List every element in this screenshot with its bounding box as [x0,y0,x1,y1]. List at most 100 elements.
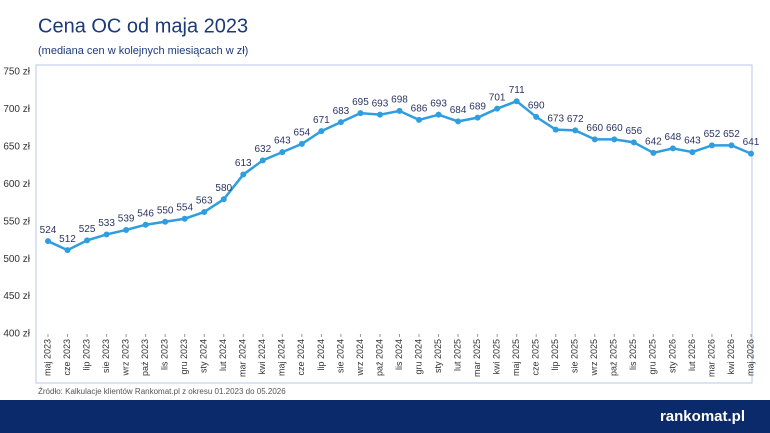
data-label: 672 [567,114,584,125]
x-tick-label: cze 2023 [62,339,72,376]
x-tick-label: maj 2025 [511,339,521,376]
data-label: 689 [469,101,486,112]
data-point [669,145,676,152]
data-point [220,196,227,203]
data-point [611,136,618,143]
data-point [318,128,325,135]
y-tick-label: 650 zł [3,141,30,152]
data-point [513,98,520,105]
data-label: 524 [40,225,57,236]
data-label: 525 [79,224,96,235]
data-point [650,149,657,156]
data-label: 684 [450,105,467,116]
source-note: Źródło: Kalkulacje klientów Rankomat.pl … [38,387,286,396]
x-tick-label: wrz 2025 [589,339,599,377]
x-tick-label: gru 2023 [179,339,189,375]
data-point [240,171,247,178]
data-label: 550 [157,205,174,216]
data-point [103,231,110,238]
x-tick-label: mar 2024 [238,339,248,377]
x-tick-label: wrz 2023 [120,339,130,377]
x-tick-label: lut 2025 [452,339,462,371]
data-label: 546 [137,208,154,219]
data-label: 695 [352,97,369,108]
x-tick-label: cze 2024 [296,339,306,376]
x-tick-label: maj 2026 [745,339,755,376]
data-label: 671 [313,115,330,126]
data-point [591,136,598,143]
x-tick-label: kwi 2026 [726,339,736,375]
data-point [494,105,501,112]
data-label: 660 [586,123,603,134]
data-point [162,218,169,225]
data-label: 632 [254,144,271,155]
data-label: 711 [509,85,525,96]
x-tick-label: lut 2026 [687,339,697,371]
y-tick-label: 450 zł [3,291,30,302]
x-tick-label: wrz 2024 [355,339,365,377]
x-tick-label: cze 2025 [531,339,541,376]
data-point [708,142,715,149]
data-label: 652 [723,129,740,140]
x-tick-label: lut 2024 [218,339,228,371]
data-point [84,237,91,244]
data-point [123,226,130,233]
data-point [357,110,364,117]
data-label: 693 [372,98,389,109]
data-point [142,221,149,228]
plot-frame [35,64,753,384]
x-tick-label: sty 2026 [667,339,677,373]
x-tick-label: lip 2024 [316,339,326,371]
data-label: 563 [196,196,213,207]
y-tick-label: 750 zł [3,67,30,78]
data-point [396,107,403,114]
x-tick-label: sie 2023 [101,339,111,373]
data-label: 641 [743,137,760,148]
y-tick-label: 600 zł [3,179,30,190]
data-label: 673 [547,113,564,124]
data-label: 683 [333,106,350,117]
y-tick-label: 400 zł [3,329,30,340]
x-tick-label: gru 2025 [648,339,658,375]
data-point [45,238,51,245]
data-point [533,113,540,120]
chart-title: Cena OC od maja 2023 [38,15,248,37]
x-tick-label: gru 2024 [413,339,423,375]
data-point [337,119,344,126]
data-label: 642 [645,136,662,147]
x-tick-label: paź 2024 [374,339,384,376]
data-point [748,150,754,157]
data-point [630,139,637,146]
x-tick-label: kwi 2024 [257,339,267,375]
data-label: 660 [606,123,623,134]
data-label: 693 [430,98,447,109]
data-point [552,126,559,133]
x-tick-label: lis 2023 [160,339,170,370]
x-tick-label: maj 2024 [277,339,287,376]
x-tick-label: sty 2024 [199,339,209,373]
data-point [298,140,305,147]
data-point [689,149,696,156]
y-tick-label: 500 zł [3,254,30,265]
x-tick-label: lip 2025 [550,339,560,371]
data-label: 698 [391,95,408,106]
data-point [474,114,481,121]
x-tick-label: lip 2023 [81,339,91,371]
data-label: 656 [625,126,642,137]
data-point [728,142,735,149]
data-label: 539 [118,214,135,225]
data-label: 580 [215,183,232,194]
x-tick-label: sie 2024 [335,339,345,373]
data-point [64,247,71,254]
chart-subtitle: (mediana cen w kolejnych miesiącach w zł… [38,45,248,57]
x-tick-label: maj 2023 [42,339,52,376]
x-tick-label: mar 2026 [706,339,716,377]
x-tick-label: lis 2024 [394,339,404,370]
x-tick-label: paź 2025 [609,339,619,376]
data-point [435,111,442,118]
data-label: 648 [665,132,682,143]
x-tick-label: sty 2025 [433,339,443,373]
